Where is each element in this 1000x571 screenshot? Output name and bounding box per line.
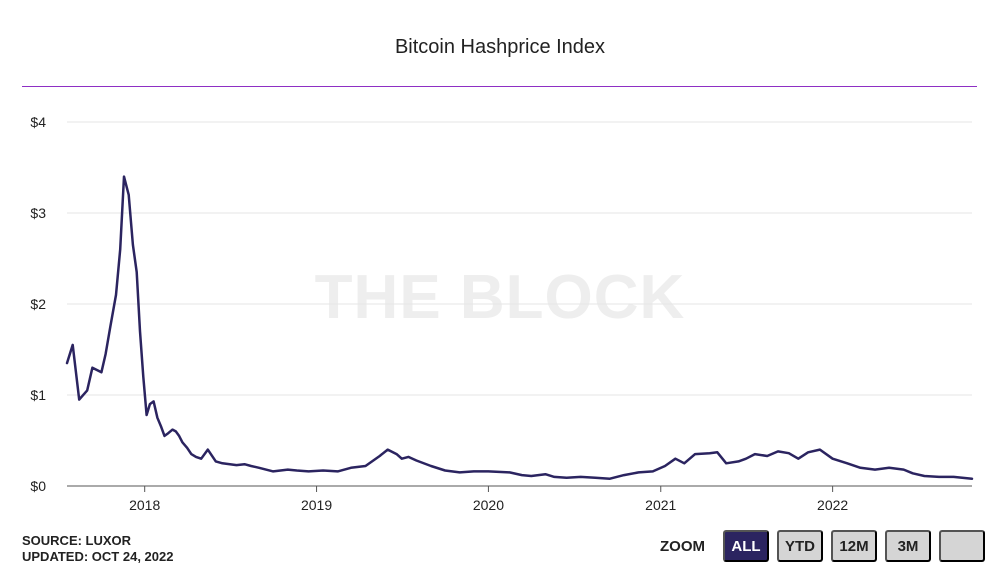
y-tick-label: $4: [30, 114, 46, 130]
gridlines: [67, 121, 972, 487]
y-tick-label: $2: [30, 296, 46, 312]
series-line: [65, 175, 974, 480]
y-tick-label: $1: [30, 387, 46, 403]
chart-footer: SOURCE: LUXOR UPDATED: OCT 24, 2022: [22, 533, 173, 565]
x-tick-label: 2021: [645, 497, 676, 513]
zoom-controls: ZOOM ALL YTD 12M 3M: [660, 530, 985, 562]
watermark-text: THE BLOCK: [315, 263, 686, 332]
x-tick-label: 2020: [473, 497, 504, 513]
title-divider: [22, 86, 977, 87]
x-tick-label: 2022: [817, 497, 848, 513]
y-axis-ticks: $0 $1 $2 $3 $4: [30, 114, 46, 494]
chart-title: Bitcoin Hashprice Index: [394, 36, 606, 58]
x-tick-label: 2018: [129, 497, 160, 513]
source-text: SOURCE: LUXOR: [22, 533, 132, 548]
zoom-all-button[interactable]: ALL: [723, 530, 769, 562]
zoom-12m-button[interactable]: 12M: [831, 530, 877, 562]
zoom-ytd-button[interactable]: YTD: [777, 530, 823, 562]
y-tick-label: $3: [30, 205, 46, 221]
series-lines: [65, 175, 974, 480]
x-tick-label: 2019: [301, 497, 332, 513]
updated-text: UPDATED: OCT 24, 2022: [22, 549, 174, 564]
zoom-label: ZOOM: [660, 537, 705, 555]
y-tick-label: $0: [30, 478, 46, 494]
zoom-extra-button[interactable]: [939, 530, 985, 562]
x-axis-ticks: 2018 2019 2020 2021 2022: [129, 486, 848, 513]
zoom-3m-button[interactable]: 3M: [885, 530, 931, 562]
